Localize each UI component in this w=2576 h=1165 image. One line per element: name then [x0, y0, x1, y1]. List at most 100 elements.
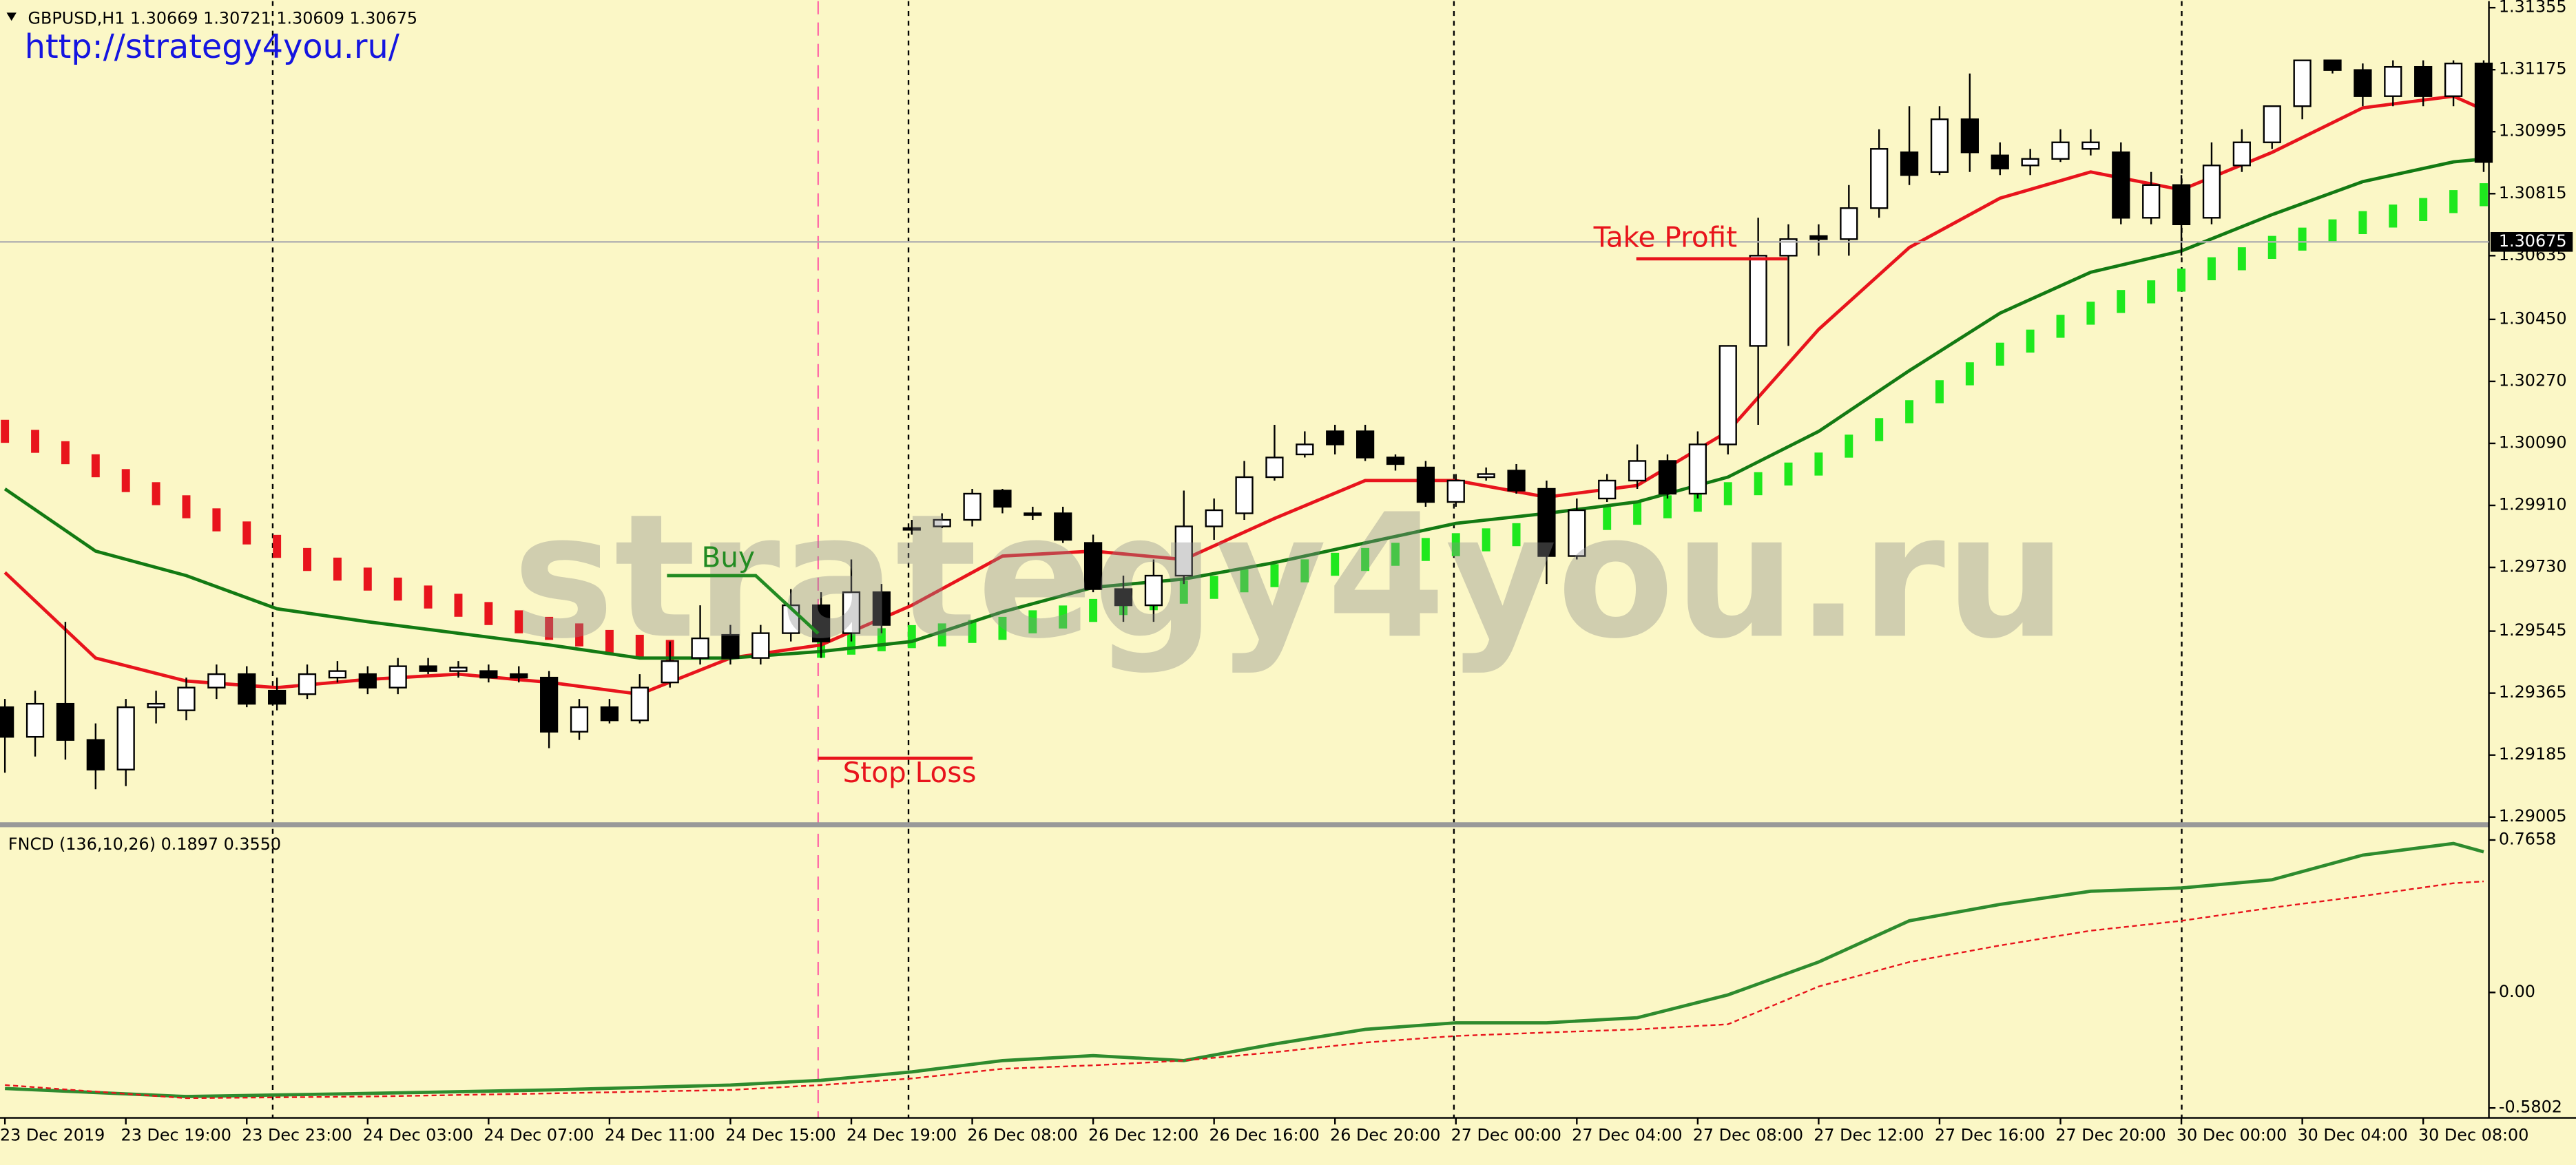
candle-body [993, 490, 1012, 508]
candle-body [902, 527, 921, 531]
candle-body [2474, 62, 2493, 163]
separators [271, 1, 2183, 1118]
signal-bar [152, 482, 160, 505]
signal-bar [1693, 488, 1702, 512]
signal-bar [2177, 269, 2186, 292]
candle-body [268, 689, 287, 705]
y-tick-label: 1.29545 [2499, 620, 2567, 640]
candle-body [388, 665, 407, 689]
candle-body [2293, 59, 2312, 107]
y-tick-label: 1.29185 [2499, 744, 2567, 764]
candle-body [600, 706, 619, 722]
signal-bar [877, 628, 886, 651]
signal-bar [1300, 559, 1309, 582]
x-tick-label: 24 Dec 15:00 [725, 1125, 835, 1144]
candle-body [1507, 470, 1526, 492]
y-tick-label: 1.30815 [2499, 183, 2567, 202]
signal-bar [1965, 362, 1974, 386]
signal-bar [2267, 235, 2276, 260]
signal-bar [907, 625, 916, 649]
signal-bar [1028, 610, 1037, 633]
candle-body [1840, 207, 1858, 240]
candle-body [510, 673, 528, 679]
y-tick-label: 1.30090 [2499, 432, 2567, 452]
signal-bar [575, 623, 583, 647]
signal-bar [333, 557, 342, 581]
candle-body [2384, 65, 2402, 97]
signal-bar [2237, 247, 2246, 271]
candle-body [1779, 238, 1798, 257]
candle-body [2172, 184, 2191, 225]
x-tick-label: 30 Dec 00:00 [2177, 1125, 2287, 1144]
signal-bar [1421, 538, 1430, 561]
candle-body [1718, 345, 1737, 445]
plot: 1.313551.311751.309951.308151.306351.304… [0, 0, 2567, 1117]
signal-bar [1995, 342, 2004, 366]
signal-bar [1723, 482, 1732, 505]
signal-bar [212, 508, 221, 532]
candle-body [1114, 588, 1133, 607]
candle-body [1024, 512, 1042, 516]
candle-body [177, 686, 196, 711]
candle-body [449, 667, 468, 672]
signal-bar [424, 585, 433, 609]
signal-bar [182, 495, 191, 518]
y-tick-label: 1.29005 [2499, 806, 2567, 826]
candle-body [1355, 430, 1375, 459]
y-tick-label: 1.30995 [2499, 121, 2567, 140]
candle-body [2414, 65, 2433, 97]
candle-body [86, 739, 105, 770]
signal-bar [545, 616, 554, 640]
signal-bar [1663, 495, 1672, 518]
candle-body [1749, 255, 1767, 347]
x-tick-label: 27 Dec 20:00 [2055, 1125, 2165, 1144]
signal-bar [1905, 400, 1914, 423]
series-line [3, 157, 2484, 660]
candle-body [691, 637, 709, 659]
candle-body [1054, 512, 1072, 541]
candle-body [1083, 542, 1103, 590]
signal-bar [273, 534, 282, 558]
signal-bar [2479, 183, 2488, 207]
candle-body [661, 660, 679, 684]
signal-bar [1451, 533, 1460, 556]
candle-body [1416, 466, 1435, 503]
candle-body [1628, 460, 1647, 482]
candle-body [570, 706, 589, 733]
candle-body [1870, 148, 1889, 209]
signal-bar [1209, 576, 1218, 599]
candle-body [1265, 456, 1284, 479]
site-link[interactable]: http://strategy4you.ru/ [25, 28, 400, 66]
candle-body [872, 591, 891, 626]
signal-bar [2389, 204, 2398, 228]
candle-body [1174, 525, 1193, 577]
candle-body [238, 673, 256, 705]
candle-body [1326, 430, 1344, 445]
candle-body [1537, 487, 1556, 557]
x-tick-label: 23 Dec 2019 [0, 1125, 105, 1144]
signal-bar [363, 567, 372, 591]
menu-triangle[interactable] [6, 12, 17, 21]
candle-body [2232, 141, 2251, 167]
candle-body [1386, 456, 1405, 465]
x-tick-label: 30 Dec 04:00 [2297, 1125, 2407, 1144]
annotation-label: Stop Loss [843, 756, 977, 789]
x-tick-label: 26 Dec 16:00 [1209, 1125, 1320, 1144]
candle-body [207, 673, 226, 689]
candle-body [1235, 476, 1254, 514]
y-tick-label: 0.7658 [2499, 829, 2556, 848]
signal-bar [998, 616, 1007, 640]
candle-body [0, 706, 14, 738]
candle-body [1477, 473, 1495, 479]
candle-body [116, 706, 135, 770]
signal-bar [1512, 523, 1521, 547]
signal-bar [2026, 329, 2035, 353]
candle-body [1960, 118, 1979, 154]
candle-body [56, 702, 75, 741]
signal-bar [2117, 290, 2126, 313]
candle-body [1900, 151, 1919, 176]
y-tick-label: 0.00 [2499, 982, 2535, 1001]
signal-bar [635, 634, 644, 658]
